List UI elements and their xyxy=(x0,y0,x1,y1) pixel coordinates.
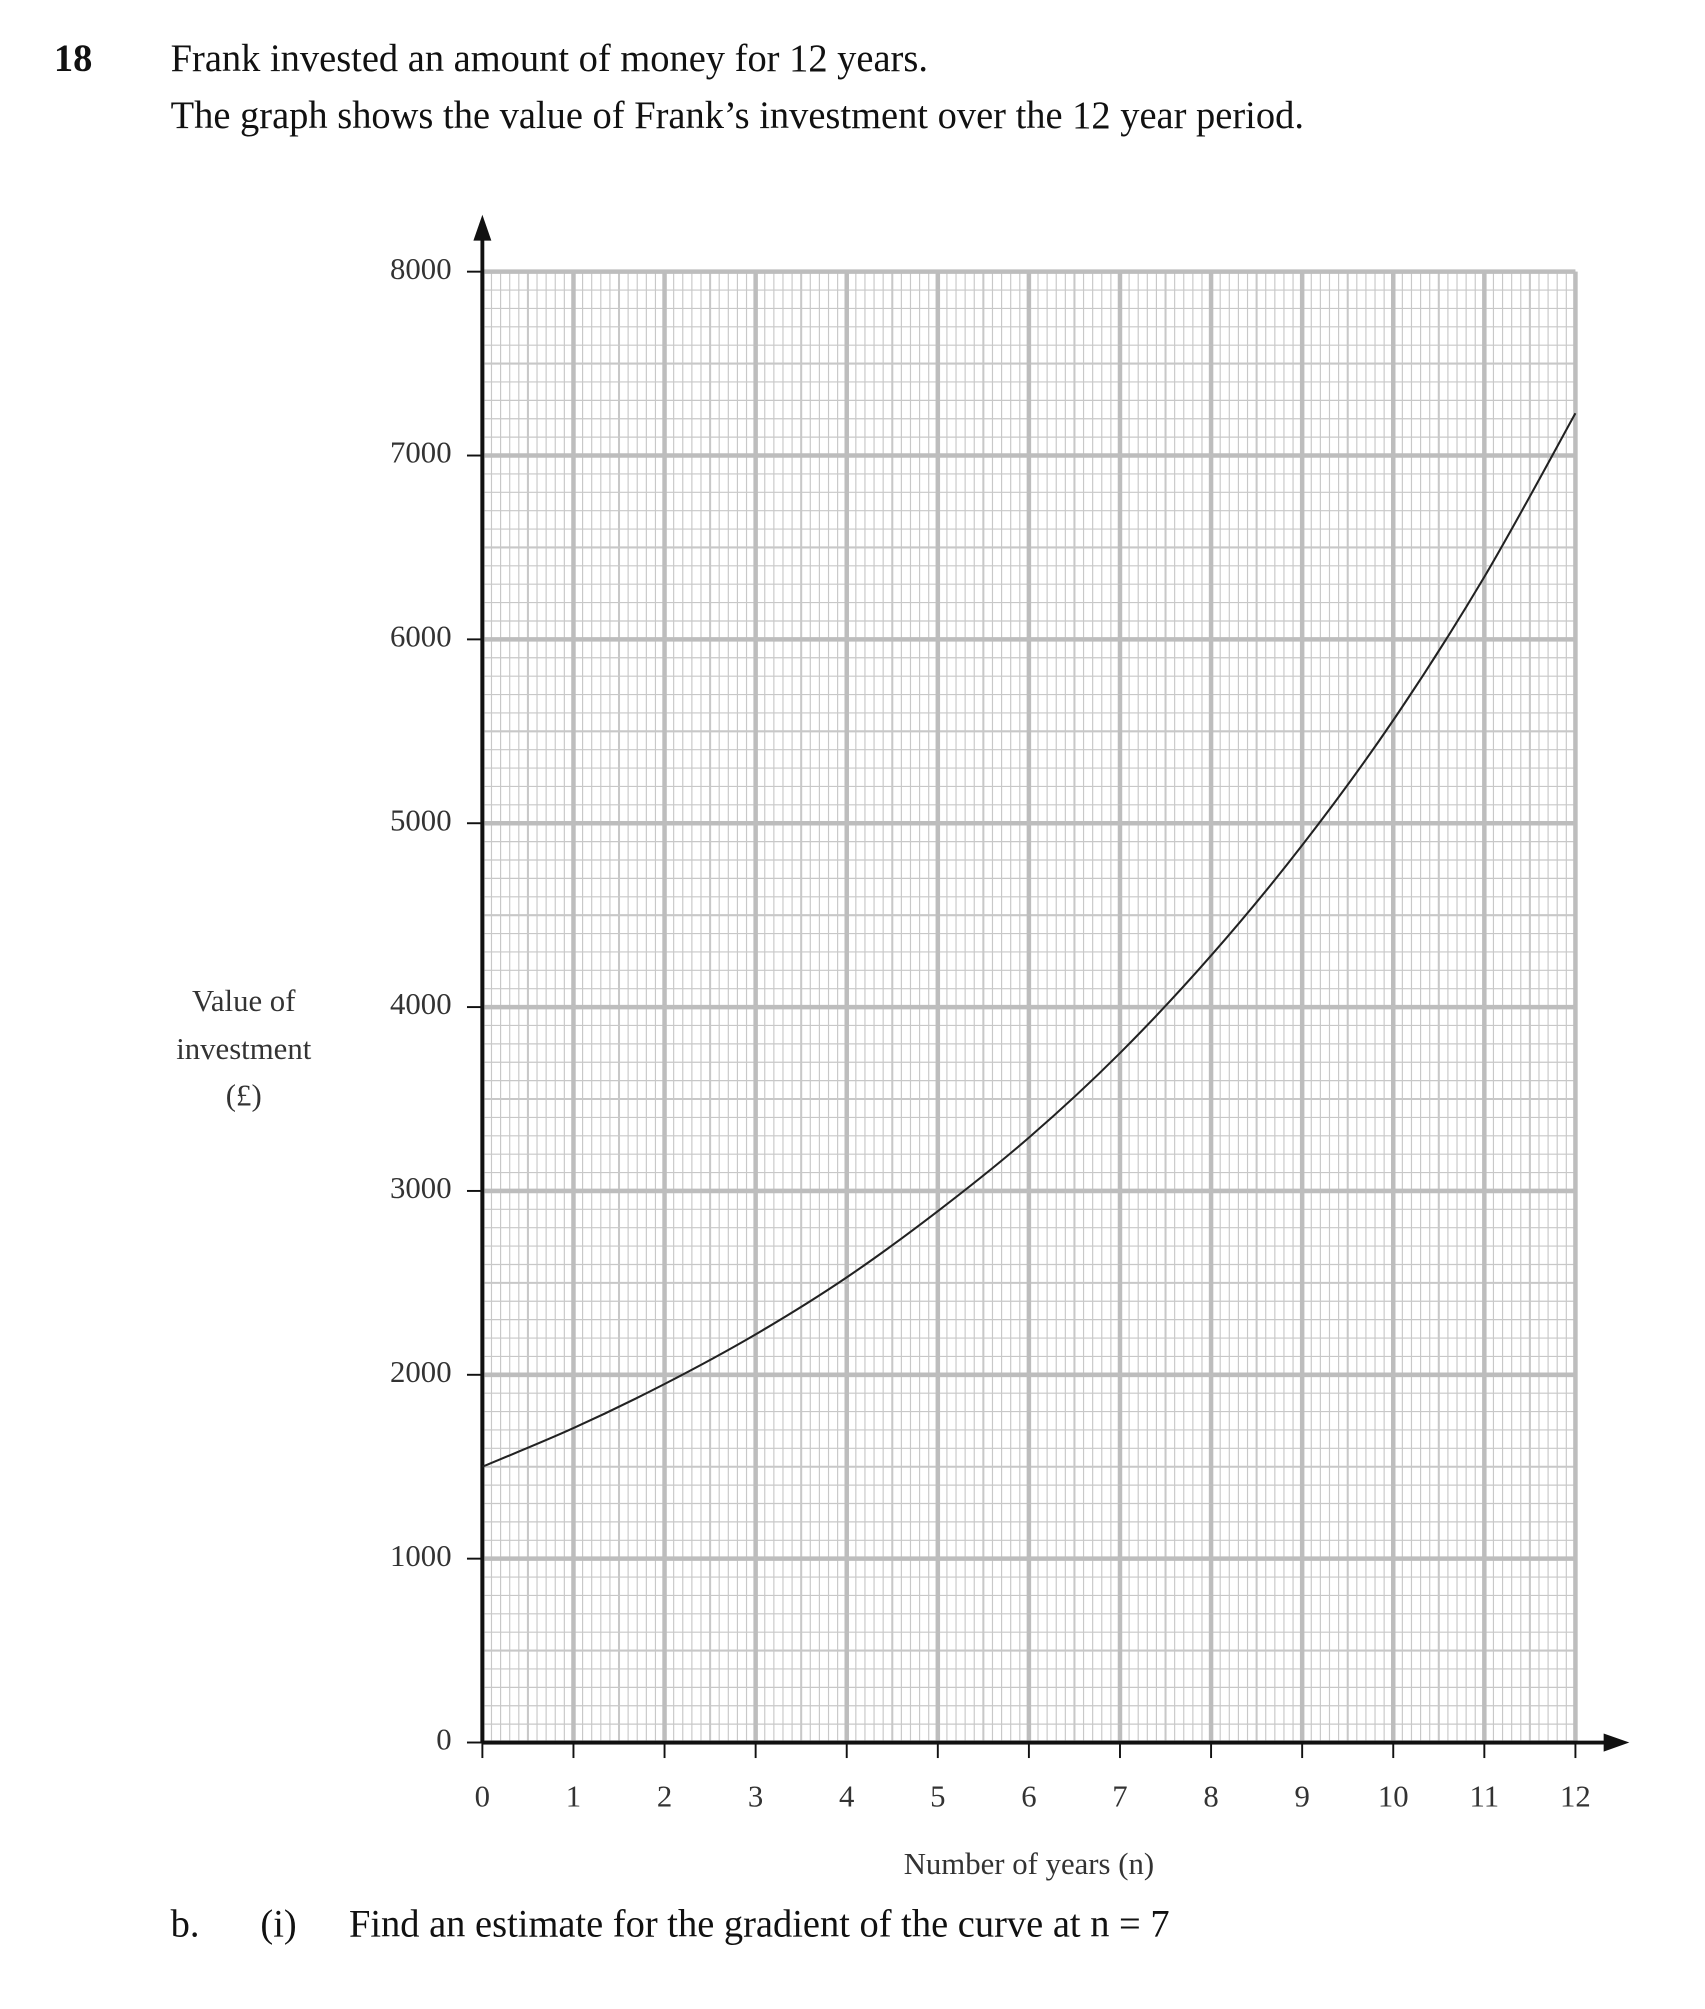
x-tick-label: 5 xyxy=(930,1778,945,1813)
y-tick-label: 3000 xyxy=(390,1170,452,1205)
y-axis-arrow xyxy=(473,214,492,241)
y-tick-label: 5000 xyxy=(390,802,452,837)
y-tick-label: 2000 xyxy=(390,1354,452,1389)
y-tick-label: 4000 xyxy=(390,986,452,1021)
question-line: The graph shows the value of Frank’s inv… xyxy=(171,95,1304,137)
y-tick-label: 8000 xyxy=(390,251,452,286)
y-tick-label: 6000 xyxy=(390,618,452,653)
x-tick-label: 11 xyxy=(1470,1778,1500,1813)
x-tick-label: 0 xyxy=(475,1778,490,1813)
grid xyxy=(480,269,1578,1745)
x-tick-label: 12 xyxy=(1560,1778,1591,1813)
question-line: Frank invested an amount of money for 12… xyxy=(171,38,928,80)
x-tick-label: 10 xyxy=(1378,1778,1409,1813)
x-tick-label: 3 xyxy=(748,1778,763,1813)
x-tick-label: 8 xyxy=(1203,1778,1218,1813)
x-axis-arrow xyxy=(1603,1733,1630,1752)
y-axis-label: Value of xyxy=(192,983,296,1018)
question-number: 18 xyxy=(54,38,92,80)
curve xyxy=(481,412,1577,1468)
x-tick-label: 1 xyxy=(566,1778,581,1813)
x-tick-label: 9 xyxy=(1294,1778,1309,1813)
y-tick-label: 7000 xyxy=(390,435,452,470)
y-axis-label: investment xyxy=(176,1031,311,1066)
part-letter: b. xyxy=(171,1903,200,1945)
part-text: Find an estimate for the gradient of the… xyxy=(349,1903,1170,1945)
y-tick-label: 0 xyxy=(436,1722,451,1757)
x-axis-label: Number of years (n) xyxy=(904,1846,1154,1881)
x-tick-label: 2 xyxy=(657,1778,672,1813)
y-tick-label: 1000 xyxy=(390,1538,452,1573)
x-tick-label: 6 xyxy=(1021,1778,1036,1813)
x-tick-label: 7 xyxy=(1112,1778,1127,1813)
x-tick-label: 4 xyxy=(839,1778,854,1813)
y-axis-label: (£) xyxy=(226,1077,262,1112)
part-sub: (i) xyxy=(260,1903,296,1945)
